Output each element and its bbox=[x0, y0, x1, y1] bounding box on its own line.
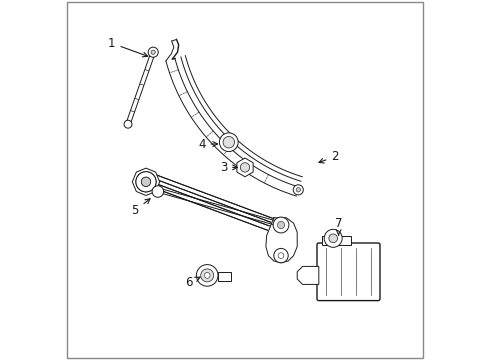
Polygon shape bbox=[145, 172, 285, 235]
Text: 2: 2 bbox=[319, 150, 339, 163]
Polygon shape bbox=[266, 218, 297, 263]
Circle shape bbox=[204, 273, 210, 278]
Circle shape bbox=[278, 253, 284, 258]
Polygon shape bbox=[218, 272, 231, 281]
Text: 5: 5 bbox=[131, 199, 150, 217]
Circle shape bbox=[201, 269, 214, 282]
Ellipse shape bbox=[220, 133, 238, 152]
Text: 1: 1 bbox=[108, 37, 147, 57]
Circle shape bbox=[196, 265, 218, 286]
Circle shape bbox=[136, 172, 156, 192]
Text: 6: 6 bbox=[185, 276, 200, 289]
Text: 4: 4 bbox=[198, 138, 218, 150]
Circle shape bbox=[240, 163, 250, 172]
Circle shape bbox=[277, 221, 285, 229]
FancyBboxPatch shape bbox=[317, 243, 380, 301]
Text: 3: 3 bbox=[220, 161, 237, 174]
Circle shape bbox=[148, 47, 158, 57]
Polygon shape bbox=[132, 168, 160, 195]
Polygon shape bbox=[126, 51, 155, 125]
Polygon shape bbox=[237, 158, 253, 177]
Circle shape bbox=[151, 50, 155, 54]
Polygon shape bbox=[297, 266, 319, 284]
Circle shape bbox=[293, 185, 303, 195]
Circle shape bbox=[273, 217, 289, 233]
Text: 7: 7 bbox=[335, 217, 343, 235]
Circle shape bbox=[329, 234, 338, 243]
Circle shape bbox=[141, 177, 151, 186]
Polygon shape bbox=[166, 59, 299, 196]
Circle shape bbox=[296, 188, 300, 192]
Polygon shape bbox=[322, 236, 351, 245]
Ellipse shape bbox=[223, 136, 235, 148]
Circle shape bbox=[124, 120, 132, 128]
Circle shape bbox=[152, 186, 164, 197]
Circle shape bbox=[274, 248, 288, 263]
Circle shape bbox=[324, 229, 342, 247]
